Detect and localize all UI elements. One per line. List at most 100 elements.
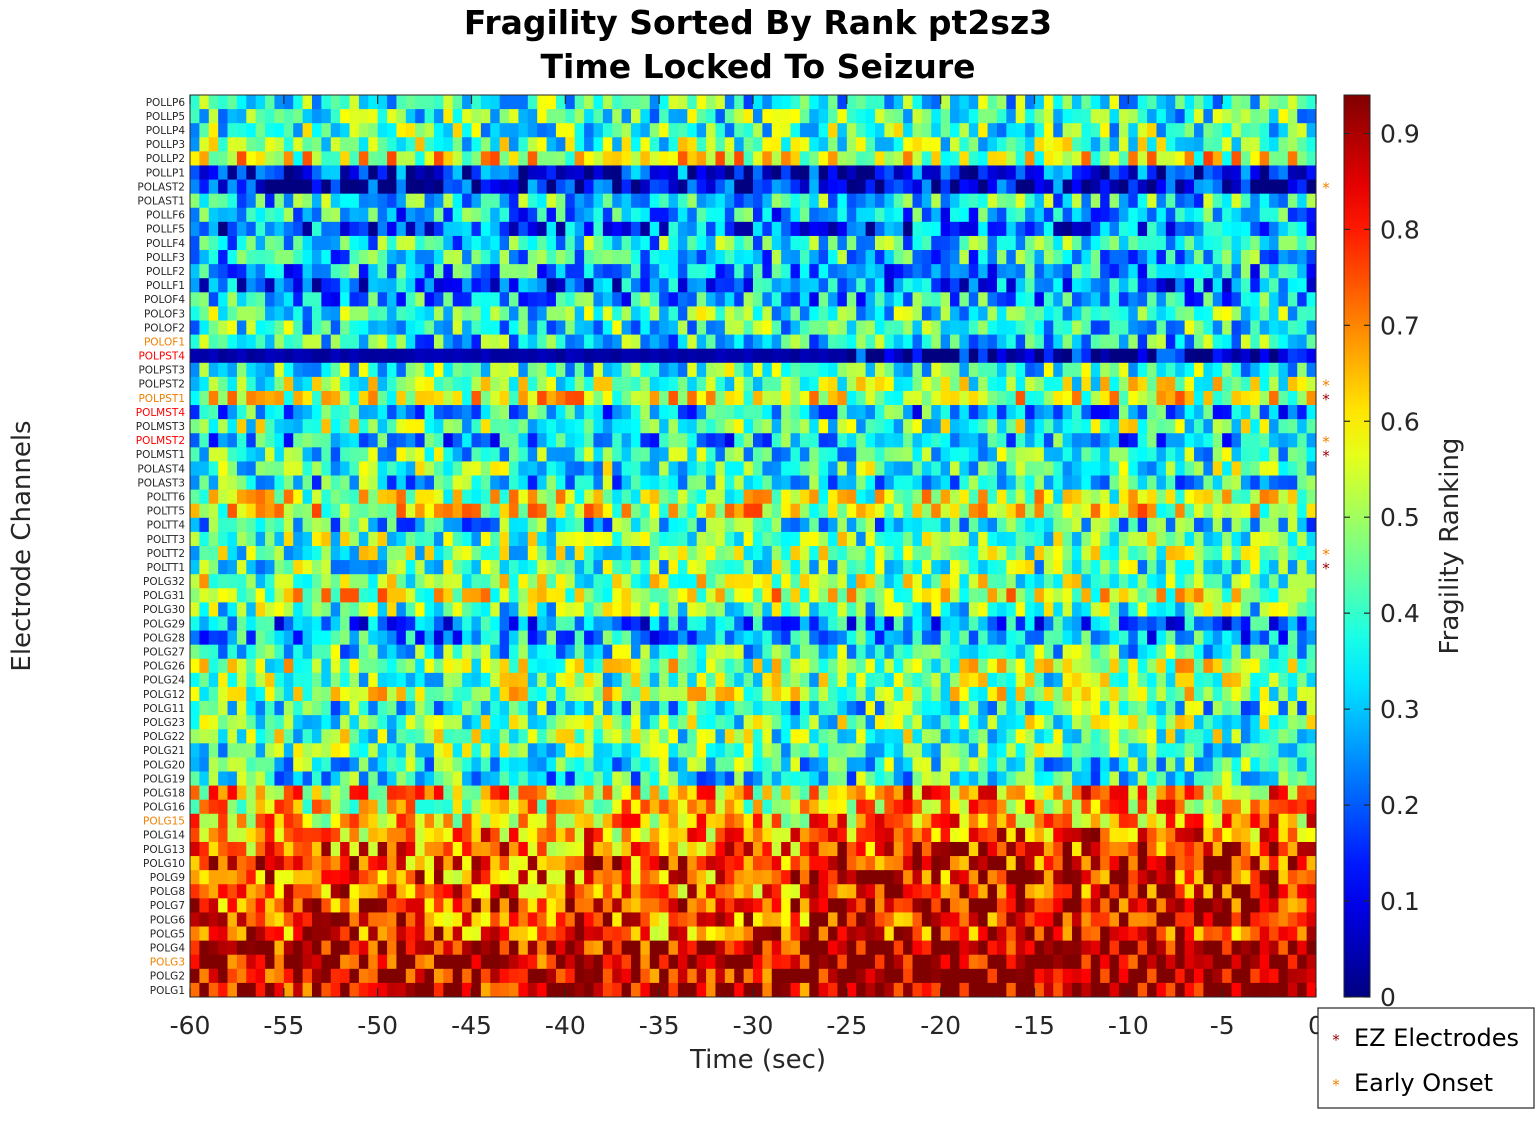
heatmap-cell	[968, 334, 979, 350]
heatmap-cell	[293, 447, 303, 462]
heatmap-cell	[208, 546, 219, 561]
heatmap-cell	[799, 320, 810, 335]
heatmap-cell	[959, 489, 970, 505]
heatmap-cell	[208, 419, 219, 434]
heatmap-cell	[462, 250, 472, 265]
heatmap-cell	[996, 546, 1007, 561]
heatmap-cell	[1109, 546, 1120, 561]
heatmap-cell	[537, 123, 547, 138]
heatmap-cell	[358, 264, 369, 279]
heatmap-cell	[302, 644, 313, 660]
heatmap-cell	[1250, 560, 1261, 575]
heatmap-cell	[1306, 179, 1317, 195]
heatmap-cell	[996, 475, 1007, 491]
heatmap-cell	[255, 574, 266, 589]
heatmap-cell	[1072, 503, 1082, 519]
heatmap-cell	[809, 433, 820, 448]
heatmap-cell	[499, 531, 510, 547]
heatmap-cell	[968, 362, 979, 378]
heatmap-cell	[1184, 405, 1195, 420]
heatmap-cell	[1165, 658, 1176, 674]
heatmap-cell	[246, 616, 257, 631]
heatmap-cell	[1259, 250, 1270, 265]
heatmap-cell	[471, 151, 482, 166]
heatmap-cell	[1156, 334, 1167, 350]
heatmap-cell	[959, 376, 970, 392]
heatmap-cell	[518, 123, 529, 138]
heatmap-cell	[893, 546, 904, 561]
heatmap-cell	[1240, 503, 1251, 519]
heatmap-cell	[415, 602, 425, 617]
heatmap-cell	[837, 334, 848, 350]
heatmap-cell	[1212, 264, 1223, 279]
heatmap-cell	[593, 179, 604, 195]
heatmap-cell	[546, 658, 557, 674]
heatmap-cell	[433, 475, 444, 491]
heatmap-cell	[1015, 235, 1026, 251]
heatmap-cell	[931, 334, 942, 350]
heatmap-cell	[321, 503, 332, 519]
heatmap-cell	[433, 334, 444, 350]
heatmap-cell	[1250, 151, 1261, 166]
heatmap-cell	[837, 390, 848, 406]
heatmap-cell	[724, 546, 735, 561]
heatmap-cell	[358, 123, 369, 138]
heatmap-cell	[828, 489, 838, 505]
heatmap-cell	[724, 447, 735, 462]
heatmap-cell	[1062, 546, 1073, 561]
heatmap-cell	[396, 123, 407, 138]
heatmap-cell	[659, 560, 669, 575]
heatmap-cell	[518, 320, 529, 335]
heatmap-cell	[1297, 306, 1308, 321]
heatmap-cell	[368, 390, 379, 406]
heatmap-cell	[1062, 250, 1073, 265]
heatmap-cell	[1137, 179, 1148, 195]
heatmap-cell	[1072, 574, 1082, 589]
heatmap-cell	[321, 630, 332, 646]
heatmap-cell	[462, 630, 472, 646]
heatmap-cell	[874, 405, 885, 420]
heatmap-cell	[856, 334, 866, 350]
heatmap-cell	[762, 560, 773, 575]
heatmap-cell	[1100, 433, 1110, 448]
heatmap-cell	[724, 672, 735, 688]
heatmap-cell	[1194, 546, 1204, 561]
heatmap-cell	[631, 235, 641, 251]
heatmap-cell	[255, 560, 266, 575]
heatmap-cell	[1072, 179, 1082, 195]
heatmap-cell	[283, 320, 294, 335]
heatmap-cell	[499, 348, 510, 364]
heatmap-cell	[687, 334, 698, 350]
heatmap-cell	[1306, 602, 1317, 617]
heatmap-cell	[1175, 348, 1186, 364]
heatmap-cell	[480, 489, 491, 505]
heatmap-cell	[799, 292, 810, 307]
heatmap-cell	[208, 588, 219, 603]
heatmap-cell	[499, 137, 510, 152]
heatmap-cell	[283, 433, 294, 448]
heatmap-cell	[546, 630, 557, 646]
heatmap-cell	[696, 292, 707, 307]
heatmap-cell	[649, 306, 660, 321]
heatmap-cell	[1043, 334, 1054, 350]
heatmap-cell	[199, 306, 210, 321]
heatmap-cell	[246, 489, 257, 505]
heatmap-cell	[1072, 320, 1082, 335]
heatmap-cell	[208, 165, 219, 180]
heatmap-cell	[480, 123, 491, 138]
heatmap-cell	[1128, 334, 1139, 350]
heatmap-cell	[1203, 574, 1214, 589]
heatmap-cell	[1297, 517, 1308, 533]
heatmap-cell	[893, 644, 904, 660]
heatmap-cell	[912, 235, 923, 251]
heatmap-cell	[1175, 376, 1186, 392]
heatmap-cell	[706, 109, 716, 124]
heatmap-cell	[950, 334, 960, 350]
heatmap-cell	[565, 531, 576, 547]
heatmap-cell	[743, 151, 754, 166]
heatmap-cell	[1184, 630, 1195, 646]
heatmap-cell	[1100, 447, 1110, 462]
heatmap-cell	[828, 250, 838, 265]
heatmap-cell	[903, 320, 913, 335]
heatmap-cell	[903, 644, 913, 660]
